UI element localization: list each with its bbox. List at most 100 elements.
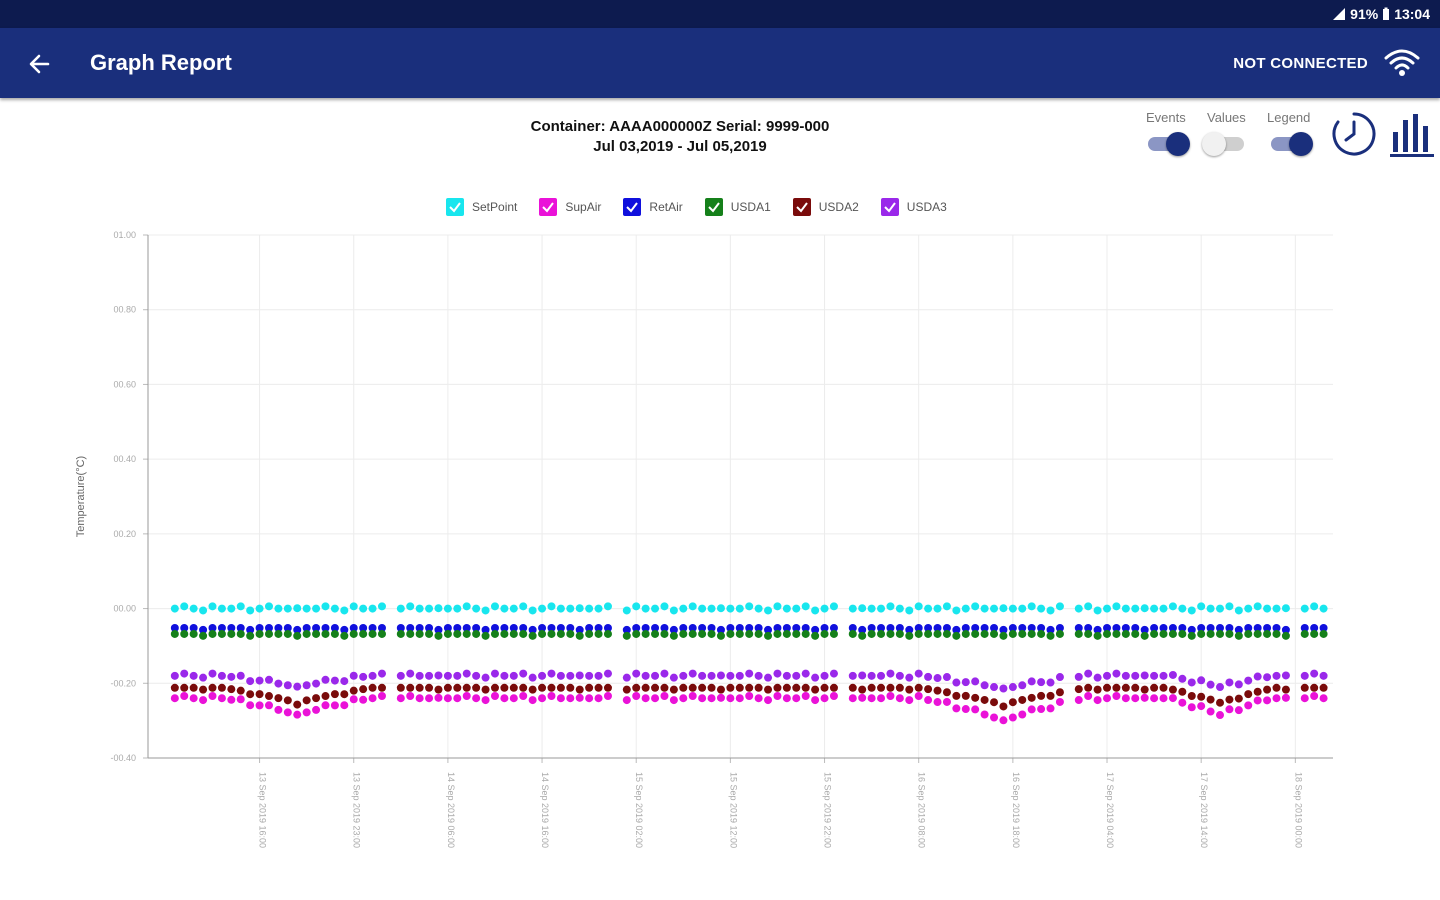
data-point-usda3	[528, 673, 537, 682]
data-point-retair	[189, 623, 198, 632]
data-point-usda3	[189, 671, 198, 680]
events-toggle[interactable]	[1147, 132, 1190, 156]
data-point-usda1	[782, 629, 791, 638]
wifi-button[interactable]	[1382, 46, 1422, 82]
data-point-setpoint	[1121, 604, 1130, 613]
x-tick-label: 15 Sep 2019 02:00	[634, 772, 644, 848]
legend-checkbox[interactable]	[880, 198, 899, 216]
data-point-retair	[848, 623, 857, 632]
data-point-supair	[924, 696, 933, 705]
legend-label: SupAir	[565, 200, 602, 214]
data-point-supair	[858, 693, 867, 702]
data-point-retair	[274, 623, 283, 632]
data-point-usda3	[1244, 676, 1253, 685]
data-point-supair	[1234, 706, 1243, 715]
data-point-supair	[1121, 694, 1130, 703]
back-button[interactable]	[22, 48, 58, 80]
data-point-retair	[1234, 625, 1243, 634]
data-point-setpoint	[1216, 604, 1225, 613]
data-point-usda2	[283, 696, 292, 705]
data-point-retair	[377, 623, 386, 632]
data-point-usda1	[170, 629, 179, 638]
data-point-usda3	[453, 671, 462, 680]
page-title: Graph Report	[90, 50, 232, 75]
legend-item[interactable]: RetAir	[623, 198, 683, 216]
data-point-supair	[745, 691, 754, 700]
data-point-usda1	[1150, 629, 1159, 638]
data-point-usda3	[961, 678, 970, 687]
data-point-usda2	[490, 683, 499, 692]
data-point-setpoint	[199, 606, 208, 615]
data-point-usda3	[698, 671, 707, 680]
legend-checkbox[interactable]	[539, 198, 558, 216]
data-point-retair	[726, 623, 735, 632]
data-point-retair	[886, 623, 895, 632]
data-point-supair	[877, 694, 886, 703]
legend-item[interactable]: USDA1	[704, 198, 771, 216]
data-point-setpoint	[707, 604, 716, 613]
data-point-retair	[472, 623, 481, 632]
data-point-usda2	[1103, 683, 1112, 692]
data-point-supair	[1046, 704, 1055, 713]
data-point-usda2	[538, 683, 547, 692]
data-point-usda3	[500, 671, 509, 680]
legend-item[interactable]: USDA3	[880, 198, 947, 216]
data-point-retair	[1244, 623, 1253, 632]
data-point-usda3	[481, 673, 490, 682]
data-point-retair	[1121, 623, 1130, 632]
data-point-usda1	[415, 629, 424, 638]
data-point-usda2	[547, 683, 556, 692]
chart-type-button[interactable]	[1388, 110, 1436, 160]
legend-item[interactable]: USDA2	[792, 198, 859, 216]
data-point-usda2	[801, 683, 810, 692]
legend-checkbox[interactable]	[446, 198, 464, 216]
data-point-setpoint	[1281, 604, 1290, 613]
time-range-button[interactable]	[1330, 110, 1378, 158]
data-point-supair	[283, 708, 292, 717]
data-point-setpoint	[1168, 602, 1177, 611]
data-point-retair	[509, 623, 518, 632]
data-point-supair	[1140, 693, 1149, 702]
data-point-usda2	[293, 700, 302, 709]
values-toggle[interactable]	[1202, 132, 1245, 156]
legend-toggle[interactable]	[1270, 132, 1313, 156]
data-point-setpoint	[886, 602, 895, 611]
data-point-retair	[820, 623, 829, 632]
data-point-retair	[519, 623, 528, 632]
data-point-supair	[1074, 696, 1083, 705]
legend-checkbox[interactable]	[623, 198, 642, 216]
legend-label: SetPoint	[472, 200, 518, 214]
report-header: Container: AAAA000000Z Serial: 9999-000 …	[0, 98, 1440, 178]
data-point-supair	[980, 710, 989, 719]
legend-checkbox[interactable]	[704, 198, 723, 216]
data-point-retair	[434, 625, 443, 634]
data-point-setpoint	[406, 602, 415, 611]
data-point-supair	[321, 701, 330, 710]
data-point-usda3	[877, 671, 886, 680]
data-point-supair	[566, 694, 575, 703]
data-point-usda2	[1055, 688, 1064, 697]
data-point-usda3	[933, 674, 942, 683]
data-point-retair	[227, 623, 236, 632]
data-point-retair	[952, 625, 961, 634]
clock-time: 13:04	[1394, 6, 1430, 22]
data-point-usda3	[914, 669, 923, 678]
data-point-usda2	[1234, 694, 1243, 703]
legend-checkbox[interactable]	[792, 198, 811, 216]
data-point-usda3	[1272, 671, 1281, 680]
data-point-setpoint	[1037, 604, 1046, 613]
legend-item[interactable]: SetPoint	[446, 198, 517, 216]
data-point-setpoint	[1074, 604, 1083, 613]
legend-item[interactable]: SupAir	[539, 198, 601, 216]
data-point-supair	[170, 694, 179, 703]
data-point-usda1	[1272, 629, 1281, 638]
data-point-supair	[990, 713, 999, 722]
data-point-usda2	[641, 683, 650, 692]
data-point-setpoint	[990, 604, 999, 613]
data-point-usda1	[679, 629, 688, 638]
data-point-usda1	[886, 629, 895, 638]
data-point-supair	[246, 701, 255, 710]
data-point-retair	[1046, 625, 1055, 634]
data-point-usda3	[1216, 683, 1225, 692]
data-point-usda2	[707, 683, 716, 692]
